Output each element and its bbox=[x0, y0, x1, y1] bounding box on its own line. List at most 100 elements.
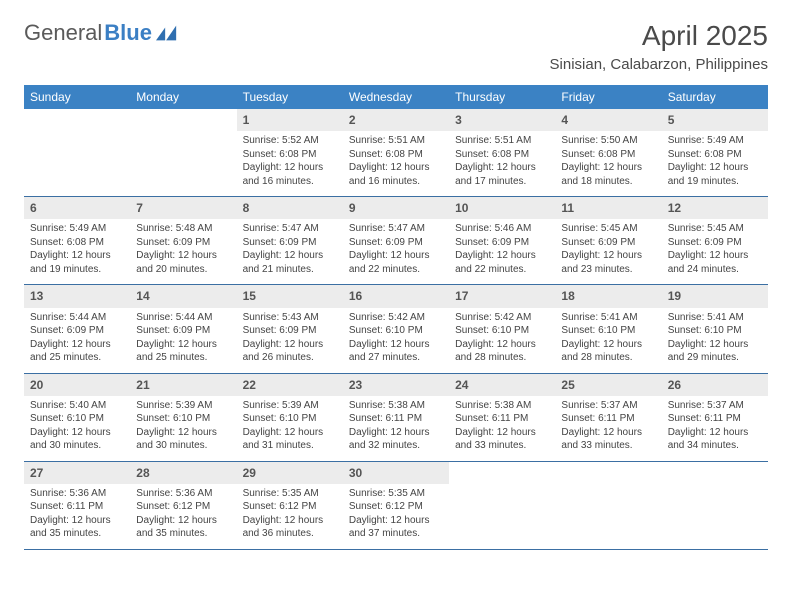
day-number-cell: 19 bbox=[662, 285, 768, 308]
logo-text-general: General bbox=[24, 20, 102, 46]
day-number-cell: 7 bbox=[130, 197, 236, 220]
calendar-table: SundayMondayTuesdayWednesdayThursdayFrid… bbox=[24, 85, 768, 550]
sunrise-line: Sunrise: 5:44 AM bbox=[136, 311, 230, 325]
daylight-line: Daylight: 12 hours and 24 minutes. bbox=[668, 249, 762, 276]
sunrise-line: Sunrise: 5:47 AM bbox=[243, 222, 337, 236]
day-number-cell: 4 bbox=[555, 109, 661, 131]
sunrise-line: Sunrise: 5:38 AM bbox=[455, 399, 549, 413]
sunrise-line: Sunrise: 5:40 AM bbox=[30, 399, 124, 413]
day-info-cell: Sunrise: 5:39 AMSunset: 6:10 PMDaylight:… bbox=[130, 396, 236, 462]
sunset-line: Sunset: 6:10 PM bbox=[136, 412, 230, 426]
daylight-line: Daylight: 12 hours and 25 minutes. bbox=[136, 338, 230, 365]
sunrise-line: Sunrise: 5:41 AM bbox=[561, 311, 655, 325]
logo-sail-icon bbox=[156, 25, 178, 41]
daylight-line: Daylight: 12 hours and 23 minutes. bbox=[561, 249, 655, 276]
day-info-cell: Sunrise: 5:35 AMSunset: 6:12 PMDaylight:… bbox=[343, 484, 449, 550]
daylight-line: Daylight: 12 hours and 21 minutes. bbox=[243, 249, 337, 276]
sunrise-line: Sunrise: 5:38 AM bbox=[349, 399, 443, 413]
day-info-cell: Sunrise: 5:35 AMSunset: 6:12 PMDaylight:… bbox=[237, 484, 343, 550]
daylight-line: Daylight: 12 hours and 19 minutes. bbox=[668, 161, 762, 188]
sunset-line: Sunset: 6:10 PM bbox=[30, 412, 124, 426]
day-number-cell: 21 bbox=[130, 373, 236, 396]
day-header-row: SundayMondayTuesdayWednesdayThursdayFrid… bbox=[24, 85, 768, 109]
day-header: Monday bbox=[130, 85, 236, 109]
sunset-line: Sunset: 6:09 PM bbox=[30, 324, 124, 338]
sunrise-line: Sunrise: 5:48 AM bbox=[136, 222, 230, 236]
sunrise-line: Sunrise: 5:50 AM bbox=[561, 134, 655, 148]
day-info-cell: Sunrise: 5:37 AMSunset: 6:11 PMDaylight:… bbox=[662, 396, 768, 462]
day-number-cell bbox=[449, 461, 555, 484]
day-number-cell: 23 bbox=[343, 373, 449, 396]
day-info-cell: Sunrise: 5:44 AMSunset: 6:09 PMDaylight:… bbox=[24, 308, 130, 374]
day-info-cell: Sunrise: 5:38 AMSunset: 6:11 PMDaylight:… bbox=[343, 396, 449, 462]
sunrise-line: Sunrise: 5:41 AM bbox=[668, 311, 762, 325]
sunrise-line: Sunrise: 5:37 AM bbox=[561, 399, 655, 413]
day-info-cell: Sunrise: 5:38 AMSunset: 6:11 PMDaylight:… bbox=[449, 396, 555, 462]
daylight-line: Daylight: 12 hours and 29 minutes. bbox=[668, 338, 762, 365]
sunset-line: Sunset: 6:10 PM bbox=[455, 324, 549, 338]
day-number-cell: 1 bbox=[237, 109, 343, 131]
daylight-line: Daylight: 12 hours and 26 minutes. bbox=[243, 338, 337, 365]
day-info-cell: Sunrise: 5:47 AMSunset: 6:09 PMDaylight:… bbox=[237, 219, 343, 285]
day-info-cell: Sunrise: 5:51 AMSunset: 6:08 PMDaylight:… bbox=[449, 131, 555, 197]
day-info-row: Sunrise: 5:49 AMSunset: 6:08 PMDaylight:… bbox=[24, 219, 768, 285]
day-info-cell: Sunrise: 5:48 AMSunset: 6:09 PMDaylight:… bbox=[130, 219, 236, 285]
sunset-line: Sunset: 6:09 PM bbox=[243, 236, 337, 250]
day-info-cell bbox=[24, 131, 130, 197]
daylight-line: Daylight: 12 hours and 22 minutes. bbox=[349, 249, 443, 276]
day-info-cell: Sunrise: 5:36 AMSunset: 6:12 PMDaylight:… bbox=[130, 484, 236, 550]
day-info-cell: Sunrise: 5:41 AMSunset: 6:10 PMDaylight:… bbox=[662, 308, 768, 374]
sunrise-line: Sunrise: 5:39 AM bbox=[243, 399, 337, 413]
day-number-cell: 9 bbox=[343, 197, 449, 220]
sunrise-line: Sunrise: 5:43 AM bbox=[243, 311, 337, 325]
day-number-cell: 8 bbox=[237, 197, 343, 220]
sunrise-line: Sunrise: 5:44 AM bbox=[30, 311, 124, 325]
day-header: Wednesday bbox=[343, 85, 449, 109]
day-info-cell: Sunrise: 5:44 AMSunset: 6:09 PMDaylight:… bbox=[130, 308, 236, 374]
sunset-line: Sunset: 6:11 PM bbox=[668, 412, 762, 426]
sunset-line: Sunset: 6:09 PM bbox=[455, 236, 549, 250]
daylight-line: Daylight: 12 hours and 33 minutes. bbox=[561, 426, 655, 453]
day-number-cell: 11 bbox=[555, 197, 661, 220]
day-number-cell: 16 bbox=[343, 285, 449, 308]
day-info-cell: Sunrise: 5:50 AMSunset: 6:08 PMDaylight:… bbox=[555, 131, 661, 197]
day-header: Sunday bbox=[24, 85, 130, 109]
day-info-cell bbox=[449, 484, 555, 550]
daylight-line: Daylight: 12 hours and 16 minutes. bbox=[349, 161, 443, 188]
day-info-cell: Sunrise: 5:41 AMSunset: 6:10 PMDaylight:… bbox=[555, 308, 661, 374]
sunrise-line: Sunrise: 5:35 AM bbox=[243, 487, 337, 501]
daylight-line: Daylight: 12 hours and 17 minutes. bbox=[455, 161, 549, 188]
day-number-cell: 5 bbox=[662, 109, 768, 131]
sunset-line: Sunset: 6:09 PM bbox=[668, 236, 762, 250]
day-info-cell: Sunrise: 5:49 AMSunset: 6:08 PMDaylight:… bbox=[24, 219, 130, 285]
day-number-row: 13141516171819 bbox=[24, 285, 768, 308]
day-number-cell bbox=[555, 461, 661, 484]
sunset-line: Sunset: 6:12 PM bbox=[136, 500, 230, 514]
sunrise-line: Sunrise: 5:42 AM bbox=[349, 311, 443, 325]
day-number-cell: 18 bbox=[555, 285, 661, 308]
sunset-line: Sunset: 6:09 PM bbox=[349, 236, 443, 250]
day-info-cell: Sunrise: 5:39 AMSunset: 6:10 PMDaylight:… bbox=[237, 396, 343, 462]
calendar-body: 12345Sunrise: 5:52 AMSunset: 6:08 PMDayl… bbox=[24, 109, 768, 549]
daylight-line: Daylight: 12 hours and 36 minutes. bbox=[243, 514, 337, 541]
day-info-row: Sunrise: 5:44 AMSunset: 6:09 PMDaylight:… bbox=[24, 308, 768, 374]
day-info-cell: Sunrise: 5:47 AMSunset: 6:09 PMDaylight:… bbox=[343, 219, 449, 285]
daylight-line: Daylight: 12 hours and 16 minutes. bbox=[243, 161, 337, 188]
sunrise-line: Sunrise: 5:45 AM bbox=[561, 222, 655, 236]
day-number-cell: 12 bbox=[662, 197, 768, 220]
sunset-line: Sunset: 6:09 PM bbox=[561, 236, 655, 250]
daylight-line: Daylight: 12 hours and 30 minutes. bbox=[136, 426, 230, 453]
day-info-row: Sunrise: 5:36 AMSunset: 6:11 PMDaylight:… bbox=[24, 484, 768, 550]
day-number-row: 20212223242526 bbox=[24, 373, 768, 396]
daylight-line: Daylight: 12 hours and 18 minutes. bbox=[561, 161, 655, 188]
day-number-cell: 29 bbox=[237, 461, 343, 484]
day-number-row: 6789101112 bbox=[24, 197, 768, 220]
day-info-cell: Sunrise: 5:42 AMSunset: 6:10 PMDaylight:… bbox=[343, 308, 449, 374]
sunset-line: Sunset: 6:10 PM bbox=[668, 324, 762, 338]
day-number-cell bbox=[130, 109, 236, 131]
sunrise-line: Sunrise: 5:35 AM bbox=[349, 487, 443, 501]
day-header: Tuesday bbox=[237, 85, 343, 109]
sunrise-line: Sunrise: 5:51 AM bbox=[349, 134, 443, 148]
day-info-cell bbox=[130, 131, 236, 197]
sunrise-line: Sunrise: 5:45 AM bbox=[668, 222, 762, 236]
